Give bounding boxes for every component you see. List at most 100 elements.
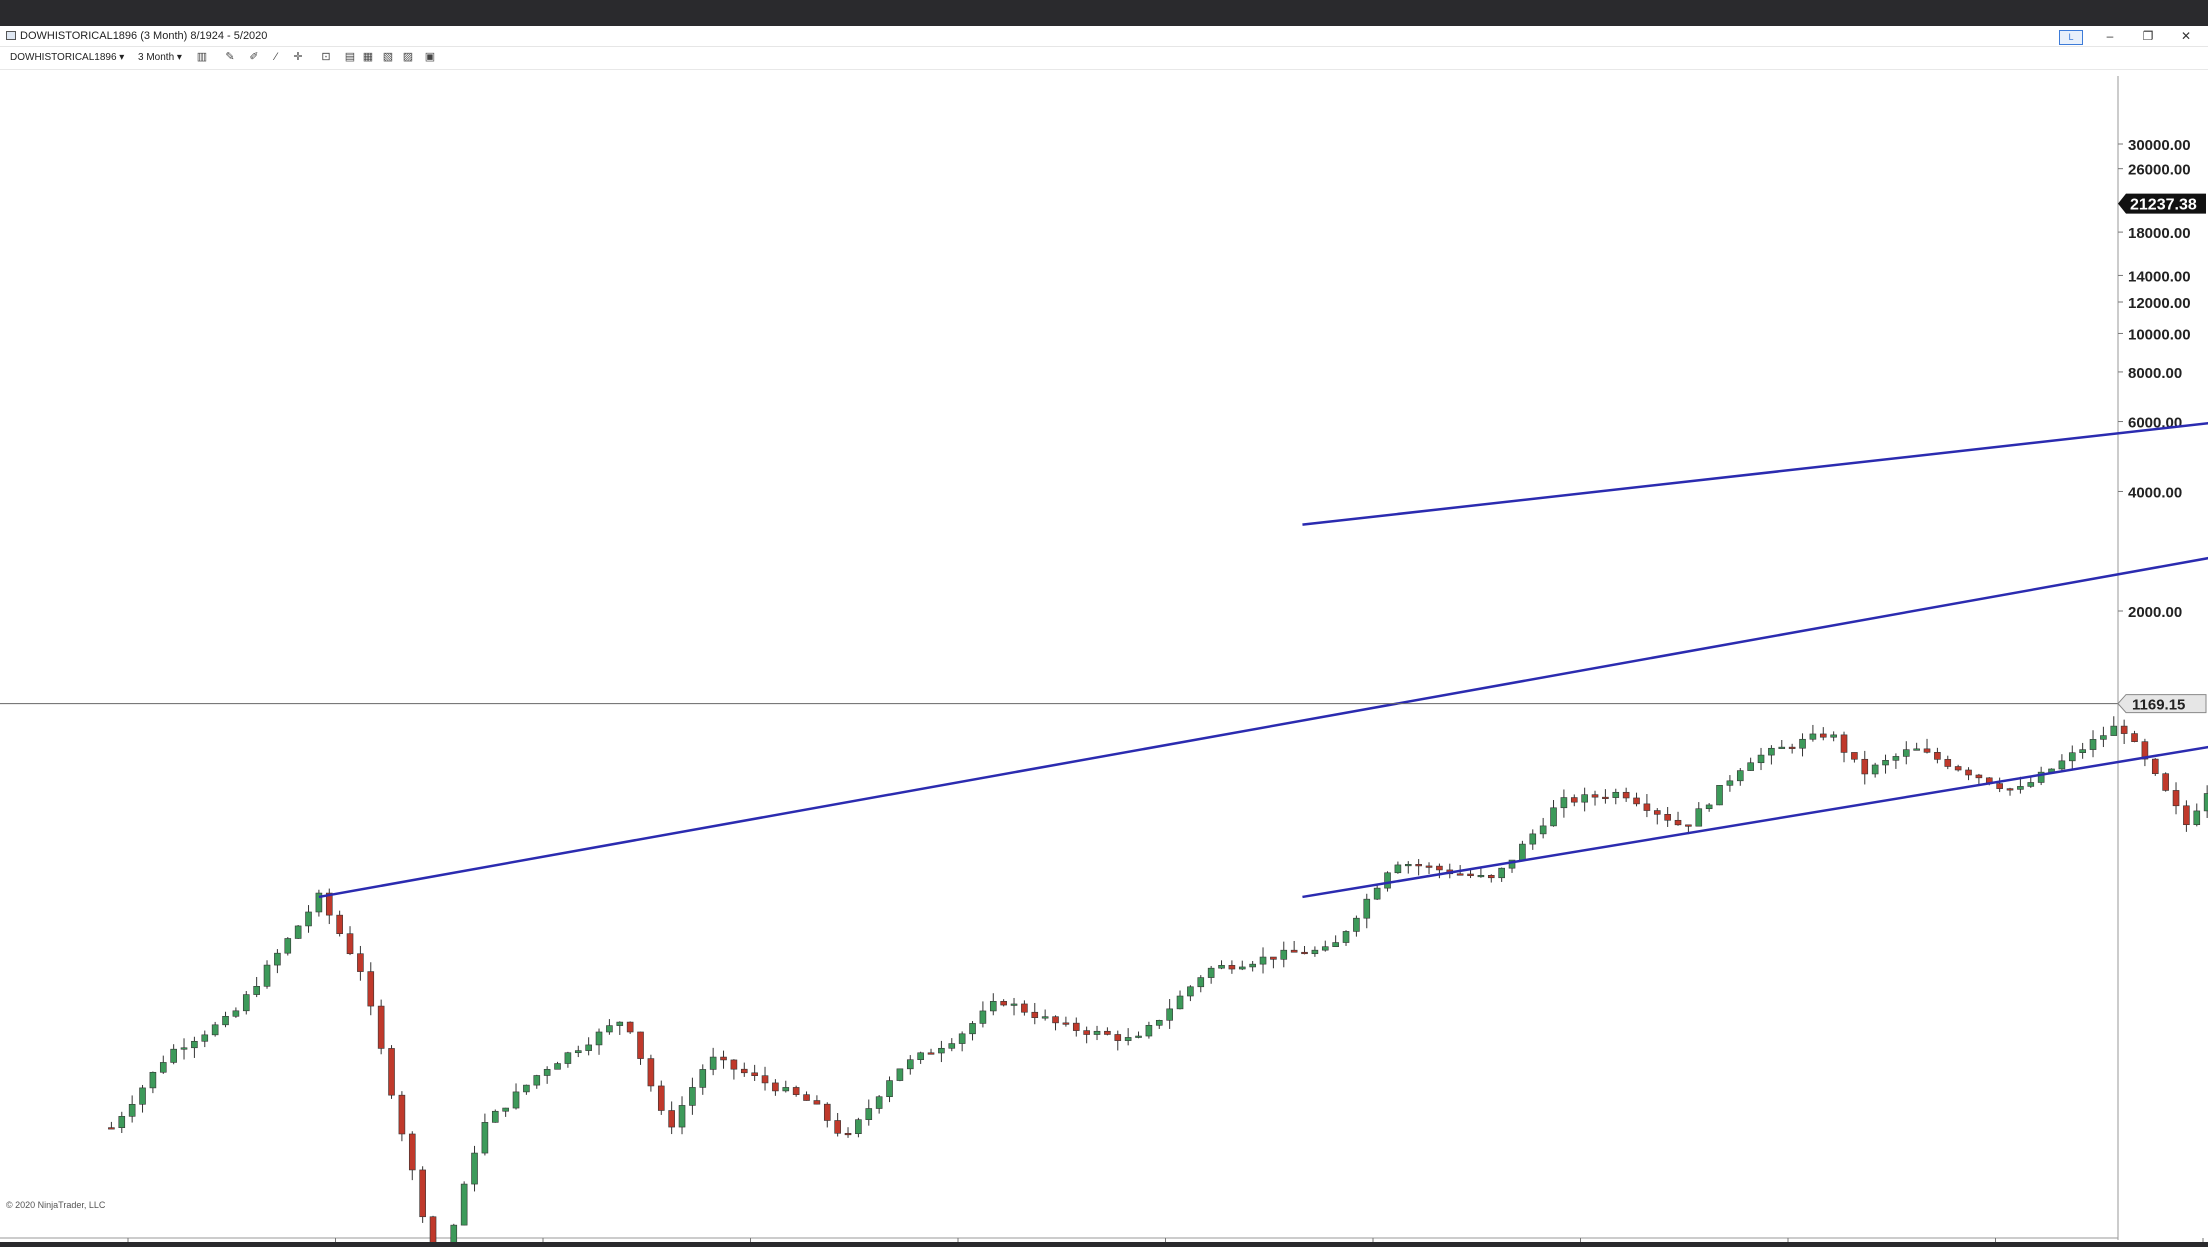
candle-up xyxy=(969,1023,976,1035)
minimize-button[interactable]: – xyxy=(2106,29,2114,43)
period-selector[interactable]: 3 Month ▾ xyxy=(138,52,182,63)
candle-down xyxy=(1031,1011,1039,1018)
candle-up xyxy=(263,964,271,987)
candle-down xyxy=(1000,1001,1007,1006)
candle-down xyxy=(2172,790,2180,807)
candle-down xyxy=(1975,774,1983,779)
candle-down xyxy=(377,1005,385,1049)
candle-up xyxy=(128,1103,136,1117)
candle-down xyxy=(1290,949,1298,953)
candle-up xyxy=(906,1059,914,1070)
candle-up xyxy=(139,1087,146,1105)
candle-up xyxy=(979,1010,987,1024)
properties-icon[interactable]: ▦ xyxy=(362,51,374,63)
candle-up xyxy=(2089,739,2097,750)
candle-down xyxy=(429,1216,437,1247)
trendline[interactable] xyxy=(1302,583,2208,899)
last-price-marker: 21237.38 xyxy=(2118,193,2206,214)
candle-up xyxy=(2193,810,2201,826)
candle-up xyxy=(2027,782,2035,787)
candle-down xyxy=(1633,797,1640,805)
candle-up xyxy=(450,1224,458,1247)
candle-down xyxy=(1653,810,1661,815)
crosshair-price-box xyxy=(2117,694,2207,714)
candle-down xyxy=(1819,733,1827,738)
chart-trader-icon[interactable]: ▣ xyxy=(424,51,436,63)
candle-up xyxy=(232,1010,240,1017)
candle-down xyxy=(1643,803,1651,811)
candle-up xyxy=(699,1069,707,1088)
chart-area[interactable]: 30000.00 26000.00 18000.00 14000.00 12000.00… xyxy=(0,70,2208,1247)
close-button[interactable]: ✕ xyxy=(2180,29,2192,43)
candle-up xyxy=(201,1034,209,1042)
candle-up xyxy=(1902,749,1910,757)
drawing-tool-icon[interactable]: ✐ xyxy=(249,51,259,63)
candle-down xyxy=(1570,797,1578,803)
templates-icon[interactable]: ▧ xyxy=(382,51,394,63)
top-dark-bar xyxy=(0,0,2208,26)
y-tick-label: 4000.00 xyxy=(2128,484,2182,501)
candle-up xyxy=(502,1107,509,1112)
pen-icon[interactable]: ⁄ xyxy=(275,51,277,63)
candle-up xyxy=(222,1015,229,1026)
candle-up xyxy=(1871,764,1879,775)
candle-up xyxy=(1529,833,1537,845)
candle-down xyxy=(2141,741,2149,760)
candle-up xyxy=(938,1047,945,1054)
candle-down xyxy=(1301,951,1308,955)
candle-up xyxy=(471,1152,478,1185)
candle-down xyxy=(419,1169,426,1218)
candle-up xyxy=(533,1075,541,1086)
candle-up xyxy=(1353,917,1360,932)
candle-up xyxy=(1155,1019,1163,1026)
instrument-selector[interactable]: DOWHISTORICAL1896 ▾ xyxy=(10,52,125,63)
candle-down xyxy=(108,1127,115,1130)
drawing-pencil-icon[interactable]: ✎ xyxy=(225,51,235,63)
window-titlebar: DOWHISTORICAL1896 (3 Month) 8/1924 - 5/2… xyxy=(0,26,2208,47)
trendline[interactable] xyxy=(318,218,2208,899)
candle-down xyxy=(1602,796,1609,799)
candle-down xyxy=(1467,873,1474,877)
maximize-button[interactable]: ❐ xyxy=(2142,29,2154,43)
candle-up xyxy=(1384,872,1391,889)
trendline[interactable] xyxy=(1302,312,2208,526)
candle-up xyxy=(1892,756,1900,761)
candle-down xyxy=(1954,766,1962,771)
candle-up xyxy=(1747,762,1754,771)
bar-type-icon[interactable]: ▥ xyxy=(196,51,208,63)
candle-down xyxy=(803,1094,810,1101)
candle-up xyxy=(1093,1030,1101,1035)
candle-down xyxy=(1104,1030,1111,1035)
price-chart[interactable]: 30000.00 26000.00 18000.00 14000.00 12000.00… xyxy=(0,70,2208,1247)
candle-up xyxy=(1716,785,1723,806)
chart-toolbar: DOWHISTORICAL1896 ▾ 3 Month ▾ ▥ ✎ ✐ ⁄ ✛ … xyxy=(0,47,2208,70)
indicators-icon[interactable]: ▨ xyxy=(402,51,414,63)
candle-down xyxy=(1944,759,1952,767)
y-tick-label: 8000.00 xyxy=(2128,365,2182,382)
candle-up xyxy=(1809,733,1817,740)
candle-up xyxy=(253,986,260,995)
candle-up xyxy=(2037,771,2045,783)
candle-up xyxy=(1550,807,1557,827)
candle-up xyxy=(294,925,302,939)
candle-up xyxy=(512,1091,520,1109)
crosshair-icon[interactable]: ✛ xyxy=(293,51,303,63)
candle-down xyxy=(657,1085,665,1111)
zoom-icon[interactable]: ⊡ xyxy=(321,51,331,63)
candle-down xyxy=(1228,965,1236,970)
candle-up xyxy=(2100,735,2107,740)
candle-down xyxy=(761,1075,769,1084)
candle-up xyxy=(1176,995,1184,1010)
candle-up xyxy=(958,1033,966,1044)
data-box-icon[interactable]: ▤ xyxy=(344,51,356,63)
help-button[interactable]: L xyxy=(2056,26,2086,46)
candle-down xyxy=(1083,1030,1090,1035)
candle-up xyxy=(523,1084,530,1093)
candle-down xyxy=(2120,725,2128,734)
candle-up xyxy=(1249,963,1256,968)
candle-up xyxy=(1259,956,1267,965)
candle-down xyxy=(1072,1022,1080,1031)
candle-up xyxy=(948,1043,956,1049)
candle-up xyxy=(689,1087,696,1106)
candle-up xyxy=(491,1110,499,1123)
